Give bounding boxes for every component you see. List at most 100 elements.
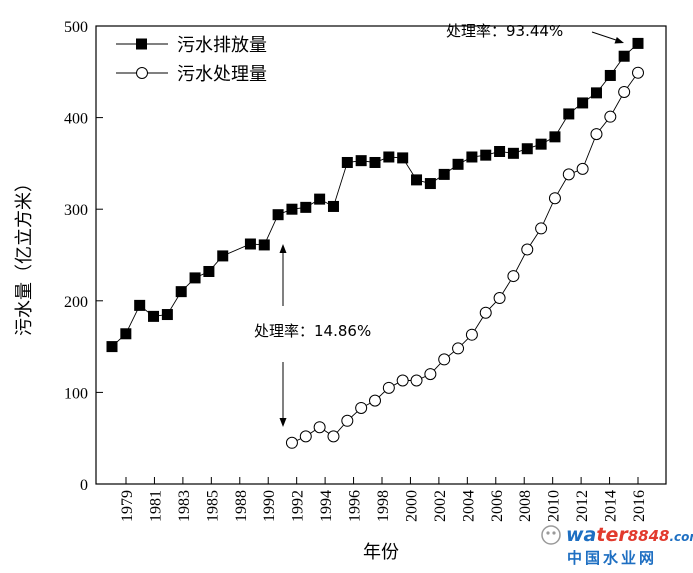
point-discharge-1997 <box>369 156 381 168</box>
x-tick-label-2016: 2016 <box>631 490 648 522</box>
watermark-subtitle: 中国水业网 <box>567 549 657 567</box>
point-treated-1994 <box>327 430 340 443</box>
y-tick-label-300: 300 <box>64 202 88 219</box>
point-discharge-1988 <box>244 238 256 250</box>
x-tick-label-1996: 1996 <box>347 490 364 522</box>
point-treated-2013 <box>590 128 603 141</box>
point-treated-2004 <box>465 328 478 341</box>
x-tick-label-1979: 1979 <box>119 490 136 522</box>
legend-marker-treated <box>136 67 148 79</box>
legend: 污水排放量 污水处理量 <box>116 35 267 85</box>
point-discharge-2006 <box>494 145 506 157</box>
point-discharge-1993 <box>314 193 326 205</box>
point-discharge-1991 <box>286 203 298 215</box>
point-treated-1998 <box>382 381 395 394</box>
point-discharge-1999 <box>397 152 409 164</box>
y-tick-label-100: 100 <box>64 385 88 402</box>
x-tick-label-2010: 2010 <box>546 490 563 522</box>
point-discharge-1983 <box>175 286 187 298</box>
point-treated-1993 <box>313 421 326 434</box>
x-tick-label-1990: 1990 <box>261 490 278 522</box>
point-discharge-2014 <box>604 69 616 81</box>
point-discharge-1986 <box>217 250 229 262</box>
point-treated-1991 <box>285 436 298 449</box>
point-discharge-1979 <box>120 328 132 340</box>
point-discharge-1984 <box>189 272 201 284</box>
point-discharge-1989 <box>258 239 270 251</box>
point-treated-2008 <box>521 243 534 256</box>
point-discharge-1994 <box>327 200 339 212</box>
point-treated-2014 <box>604 110 617 123</box>
y-tick-label-400: 400 <box>64 111 88 128</box>
point-discharge-2008 <box>521 143 533 155</box>
point-treated-2016 <box>632 66 644 79</box>
point-discharge-1985 <box>203 265 215 277</box>
x-tick-label-1983: 1983 <box>176 490 193 522</box>
point-discharge-1980 <box>134 299 146 311</box>
x-tick-label-2002: 2002 <box>432 490 449 522</box>
watermark-wechat-icon-eye-2 <box>552 531 556 535</box>
point-treated-2011 <box>562 168 575 181</box>
legend-item-treated: 污水处理量 <box>116 64 267 85</box>
point-discharge-1978 <box>106 341 118 353</box>
x-tick-label-2014: 2014 <box>603 490 620 522</box>
x-tick-label-1992: 1992 <box>290 490 307 522</box>
point-treated-1995 <box>341 414 354 427</box>
watermark-logo: water8848.com 中国水业网 <box>541 524 693 567</box>
annotation-1991: 处理率：14.86% <box>254 244 371 427</box>
y-axis-title: 污水量（亿立方米） <box>14 174 35 336</box>
point-discharge-2000 <box>411 174 423 186</box>
point-discharge-2013 <box>590 87 602 99</box>
x-tick-label-1985: 1985 <box>204 490 221 522</box>
annotation-2016-arrowhead <box>614 37 624 44</box>
watermark-wechat-icon-eye <box>546 531 550 535</box>
point-discharge-2012 <box>577 97 589 109</box>
point-discharge-2016 <box>632 37 644 49</box>
x-tick-label-1994: 1994 <box>318 490 335 522</box>
point-treated-2015 <box>618 85 631 98</box>
point-discharge-2007 <box>507 147 519 159</box>
annotation-2016: 处理率：93.44% <box>446 22 624 44</box>
annotation-1991-arrowhead-down <box>279 418 287 427</box>
point-discharge-2003 <box>452 158 464 170</box>
watermark-wechat-icon <box>541 525 561 545</box>
x-tick-label-2012: 2012 <box>574 490 591 522</box>
point-discharge-1981 <box>148 310 160 322</box>
point-treated-1992 <box>299 430 312 443</box>
point-discharge-1990 <box>272 209 284 221</box>
legend-marker-discharge <box>136 38 147 50</box>
x-tick-label-1981: 1981 <box>147 490 164 522</box>
point-discharge-2005 <box>480 149 492 161</box>
annotation-2016-text: 处理率：93.44% <box>446 22 563 40</box>
point-treated-2010 <box>548 192 561 205</box>
point-treated-1999 <box>396 374 409 387</box>
point-discharge-1995 <box>341 156 353 168</box>
x-axis-title: 年份 <box>363 542 399 563</box>
point-discharge-1992 <box>300 201 312 213</box>
legend-label-discharge: 污水排放量 <box>177 35 267 56</box>
annotation-1991-text: 处理率：14.86% <box>254 322 371 340</box>
point-treated-2012 <box>576 162 589 175</box>
plot-frame <box>95 25 667 485</box>
annotation-1991-arrowhead-up <box>279 244 287 253</box>
y-tick-label-500: 500 <box>64 19 88 36</box>
point-discharge-1998 <box>383 151 395 163</box>
point-treated-2007 <box>507 270 520 283</box>
x-axis-ticks: 1979 1981 1983 1985 1988 1990 1992 1994 1996 1998… <box>119 477 648 522</box>
point-discharge-2001 <box>424 178 436 190</box>
x-tick-label-2004: 2004 <box>460 490 477 522</box>
annotation-2016-arrow <box>591 31 617 41</box>
point-discharge-1996 <box>355 155 367 167</box>
x-tick-label-1998: 1998 <box>375 490 392 522</box>
point-treated-2003 <box>452 342 465 355</box>
y-tick-label-0: 0 <box>80 477 88 494</box>
point-treated-2005 <box>479 306 492 319</box>
point-treated-2009 <box>535 222 548 235</box>
point-treated-1996 <box>355 401 368 414</box>
point-treated-1997 <box>369 394 381 407</box>
point-discharge-2011 <box>563 108 575 120</box>
x-tick-label-2008: 2008 <box>517 490 534 522</box>
x-tick-label-1988: 1988 <box>233 490 250 522</box>
